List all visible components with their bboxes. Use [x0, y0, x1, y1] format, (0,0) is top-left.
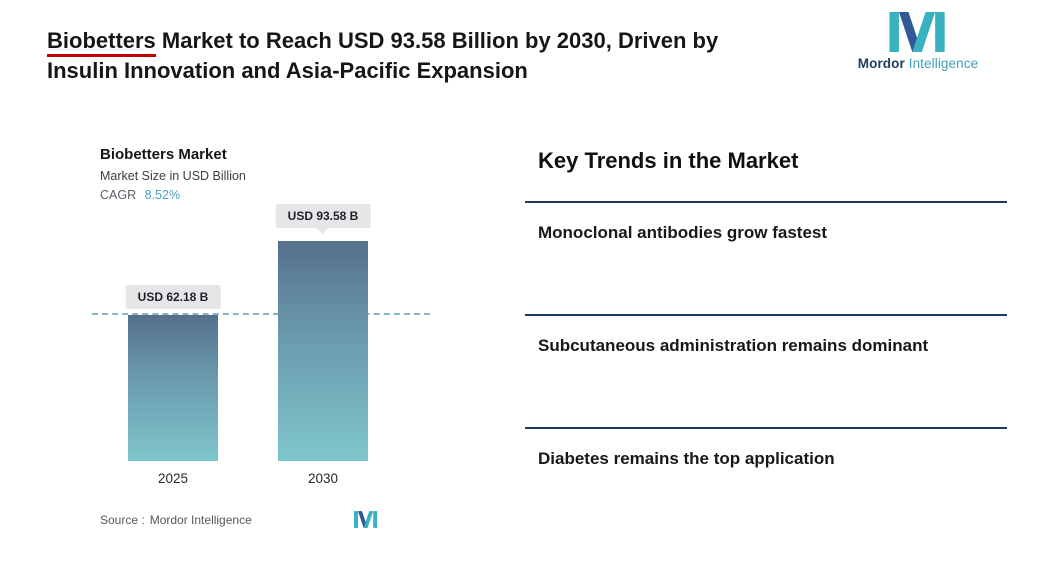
trend-text-2: Subcutaneous administration remains domi… — [538, 336, 929, 355]
value-label-2030: USD 93.58 B — [275, 204, 371, 228]
trend-text-3: Diabetes remains the top application — [538, 449, 835, 468]
key-trends-panel: Key Trends in the Market Monoclonal anti… — [525, 148, 1007, 472]
chart-subtitle: Market Size in USD Billion — [100, 169, 246, 183]
chart-title: Biobetters Market — [100, 146, 227, 163]
mordor-logo-icon — [889, 12, 945, 52]
source-logo-icon — [354, 511, 378, 528]
market-size-chart: Biobetters Market Market Size in USD Bil… — [90, 146, 435, 528]
source-row: Source : Mordor Intelligence — [90, 511, 378, 528]
source-text: Source : Mordor Intelligence — [100, 513, 252, 527]
page-title-line1-rest: Market to Reach USD 93.58 Billion by 203… — [155, 28, 719, 53]
trend-row-2: Subcutaneous administration remains domi… — [525, 314, 1007, 427]
chart-cagr: CAGR 8.52% — [90, 188, 435, 202]
page-title-line2: Insulin Innovation and Asia-Pacific Expa… — [47, 58, 528, 83]
trend-row-3: Diabetes remains the top application — [525, 427, 1007, 472]
cagr-label: CAGR — [100, 188, 137, 202]
x-tick-2030: 2030 — [307, 471, 339, 486]
page-title-underlined-word: Biobetters — [47, 28, 156, 57]
trend-row-1: Monoclonal antibodies grow fastest — [525, 201, 1007, 314]
cagr-value: 8.52% — [144, 188, 181, 202]
source-value: Mordor Intelligence — [149, 512, 252, 527]
source-label: Source : — [100, 512, 145, 527]
page-title: Biobetters Market to Reach USD 93.58 Bil… — [47, 26, 837, 86]
brand-wordmark: Mordor Intelligence — [856, 56, 980, 71]
brand-block: Mordor Intelligence — [856, 12, 980, 71]
dashed-guide-line — [92, 313, 430, 315]
bar-2025 — [128, 315, 218, 461]
trends-heading: Key Trends in the Market — [538, 148, 799, 173]
brand-name-bold: Mordor — [857, 56, 905, 71]
x-axis: 2025 2030 — [90, 471, 430, 491]
value-label-2025: USD 62.18 B — [125, 285, 221, 309]
bar-2030 — [278, 241, 368, 461]
brand-name-light: Intelligence — [908, 56, 979, 71]
trend-text-1: Monoclonal antibodies grow fastest — [538, 223, 828, 242]
bar-plot-area: USD 62.18 B USD 93.58 B — [90, 204, 430, 461]
x-tick-2025: 2025 — [157, 471, 189, 486]
